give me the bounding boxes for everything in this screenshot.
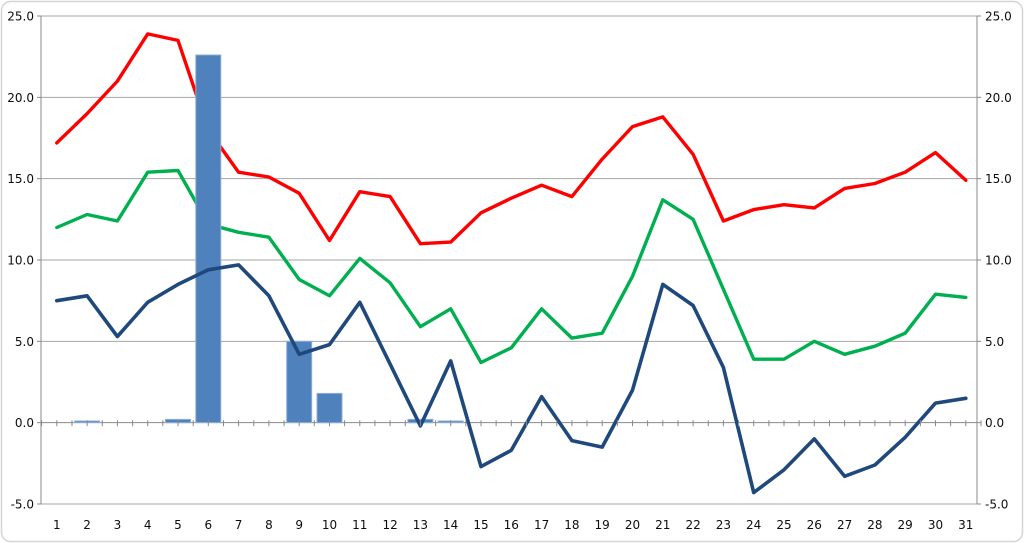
x-axis-tick-label: 10 [322,518,337,532]
x-axis-tick-label: 15 [473,518,488,532]
x-axis-tick-label: 19 [595,518,610,532]
x-axis-tick-label: 9 [295,518,303,532]
x-axis-tick-label: 12 [382,518,397,532]
x-axis-tick-label: 14 [443,518,458,532]
x-axis-tick-label: 22 [685,518,700,532]
left-axis-tick-label: -5.0 [11,498,34,512]
left-axis-tick-label: 20.0 [7,91,34,105]
x-axis-tick-label: 11 [352,518,367,532]
x-axis-tick-label: 16 [504,518,519,532]
axis-labels-layer: 25.0 25.020.0 20.015.0 15.010.0 10.05.0 5.00.… [7,10,1011,533]
right-axis-tick-label: 10.0 [985,254,1012,268]
x-axis-tick-label: 18 [564,518,579,532]
x-axis-tick-label: 23 [716,518,731,532]
right-axis-tick-label: 15.0 [985,172,1012,186]
secondary-line-layer [54,263,968,495]
x-axis-tick-label: 30 [928,518,943,532]
x-axis-tick-label: 25 [776,518,791,532]
x-axis-tick-label: 26 [807,518,822,532]
right-axis-tick-label: 20.0 [985,91,1012,105]
x-axis-tick-label: 4 [144,518,152,532]
x-axis-tick-label: 6 [204,518,212,532]
x-axis-tick-label: 21 [655,518,670,532]
x-axis-tick-label: 2 [83,518,91,532]
left-axis-tick-label: 25.0 [7,10,34,24]
x-axis-tick-label: 17 [534,518,549,532]
x-axis-tick-label: 13 [413,518,428,532]
left-axis-tick-label: 15.0 [7,172,34,186]
bar-series-layer [74,54,464,424]
right-axis-tick-label: -5.0 [985,498,1008,512]
left-axis-tick-label: 10.0 [7,254,34,268]
x-axis-tick-label: 27 [837,518,852,532]
x-axis-tick-label: 24 [746,518,761,532]
series-dark-blue-line [54,263,968,495]
x-axis-tick-label: 1 [53,518,61,532]
x-axis-tick-label: 20 [625,518,640,532]
x-axis-tick-label: 28 [867,518,882,532]
right-axis-tick-label: 5.0 [985,335,1004,349]
x-axis-tick-label: 5 [174,518,182,532]
axes-layer [37,15,982,505]
bar-day-10 [316,392,343,424]
x-axis-tick-label: 3 [114,518,122,532]
bar-day-6 [195,54,222,424]
right-axis-tick-label: 0.0 [985,416,1004,430]
x-axis-tick-label: 31 [958,518,973,532]
x-axis-tick-label: 7 [235,518,243,532]
left-axis-tick-label: 5.0 [15,335,34,349]
right-axis-tick-label: 25.0 [985,10,1012,24]
left-axis-tick-label: 0.0 [15,416,34,430]
x-axis-tick-label: 29 [898,518,913,532]
bar-day-9 [286,340,313,424]
x-axis-tick-label: 8 [265,518,273,532]
